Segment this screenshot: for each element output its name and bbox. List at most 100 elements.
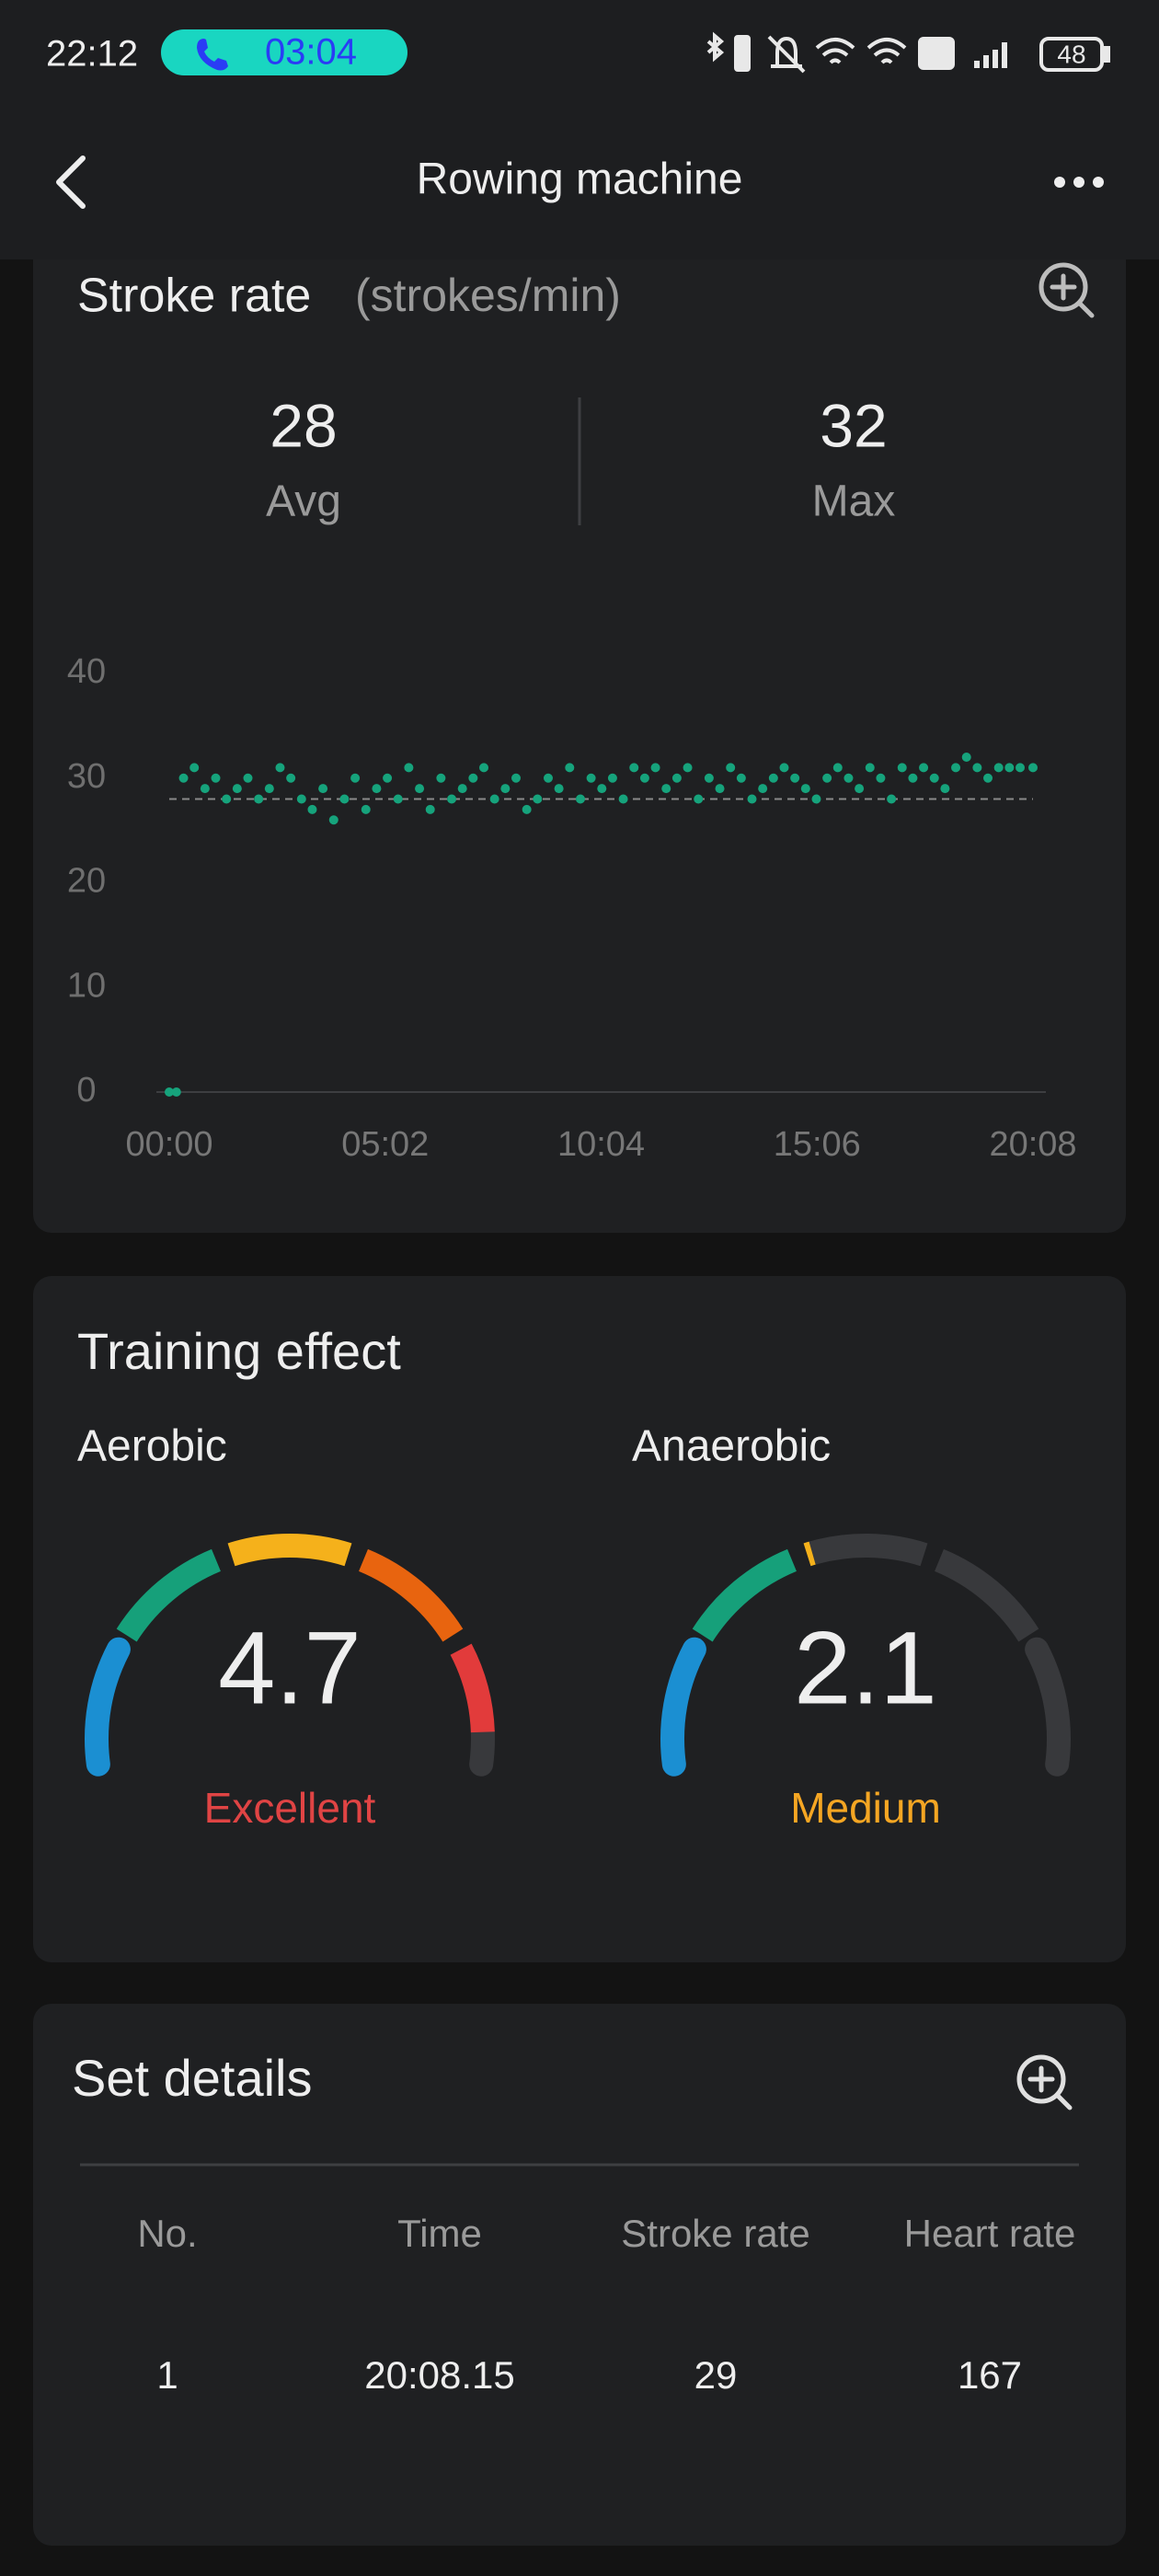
data-point [919,763,929,773]
signal-icon [974,42,1007,68]
data-point [1028,763,1038,773]
data-point [511,773,521,783]
data-point [479,763,489,773]
data-point [361,804,371,814]
data-point [811,794,821,804]
data-point [383,773,393,783]
data-point [243,773,253,783]
set-table: No. Time Stroke rate Heart rate 1 20:08.15 29 1… [137,2212,1075,2397]
data-point [522,804,532,814]
card-title: Stroke rate [77,270,311,323]
data-point [457,784,467,794]
gauge-track [809,1534,928,1567]
data-point [489,794,499,804]
data-point [822,773,832,783]
zoom-button[interactable] [1039,262,1095,318]
gauge-fill [116,1548,222,1642]
data-point [758,784,768,794]
stat-value: 32 [820,391,887,459]
data-point [972,763,982,773]
data-point [961,753,971,762]
stroke-rate-card [33,259,1126,1233]
data-point [1004,763,1015,773]
bluetooth-icon [706,31,725,63]
data-point [565,763,575,773]
data-point [715,784,725,794]
gauge-fill [660,1637,706,1777]
data-point [855,784,865,794]
x-tick-label: 00:00 [125,1125,212,1164]
zoom-button[interactable] [1016,2054,1073,2110]
dot [1093,177,1104,188]
gauge-fill [450,1643,495,1733]
gauge-value: 2.1 [794,1611,937,1726]
data-point [747,794,757,804]
data-point [171,1087,181,1097]
data-point [940,784,950,794]
x-tick-label: 15:06 [774,1125,861,1164]
column-header: Heart rate [904,2212,1076,2255]
gauge-track [469,1719,495,1777]
y-tick-label: 0 [76,1071,96,1110]
y-tick-label: 40 [67,652,106,691]
gauge-fill [227,1534,352,1567]
zoom-glyph [1027,2065,1073,2110]
gauge-fill [803,1541,816,1567]
set-details-card [33,2004,1126,2546]
data-point [865,763,875,773]
back-button[interactable] [56,155,86,209]
battery-level: 48 [1057,40,1085,68]
data-point [296,794,306,804]
data-point [200,784,210,794]
gauge-fill [692,1548,798,1642]
data-point [607,773,617,783]
data-point [779,763,789,773]
gauge-rating: Excellent [204,1784,376,1832]
data-point [211,773,221,783]
data-point [897,763,907,773]
gauge-track [1025,1637,1071,1777]
stat-label: Max [812,477,896,526]
dot [1073,177,1084,188]
wifi-icon [866,38,907,64]
data-point [908,773,918,783]
data-point [993,763,1004,773]
status-time: 22:12 [46,34,138,75]
data-point [790,773,800,783]
data-point [222,794,232,804]
wifi-icon [815,38,855,64]
battery-tip [1102,46,1110,63]
column-header: Time [397,2212,482,2255]
mute-icon [767,35,806,74]
gauge-rating: Medium [790,1784,941,1832]
more-button[interactable] [1054,177,1104,188]
data-point [264,784,274,794]
data-point [683,763,693,773]
data-point [768,773,778,783]
y-tick-label: 30 [67,757,106,796]
header-title: Rowing machine [417,155,743,204]
data-point [929,773,939,783]
unit-label: (strokes/min) [355,270,621,321]
data-point [404,763,414,773]
zoom-circle [1016,2054,1066,2104]
data-point [254,794,264,804]
data-point [554,784,564,794]
data-point [832,763,843,773]
x-tick-label: 20:08 [989,1125,1076,1164]
data-point [704,773,714,783]
data-point [307,804,317,814]
data-point [629,763,639,773]
card-title: Set details [72,2049,313,2107]
data-point [178,773,189,783]
data-point [671,773,682,783]
data-point [350,773,361,783]
data-point [232,784,242,794]
data-point [650,763,660,773]
data-point [318,784,328,794]
data-point [436,773,446,783]
x-tick-label: 05:02 [341,1125,429,1164]
data-point [189,763,200,773]
data-point [1016,763,1026,773]
